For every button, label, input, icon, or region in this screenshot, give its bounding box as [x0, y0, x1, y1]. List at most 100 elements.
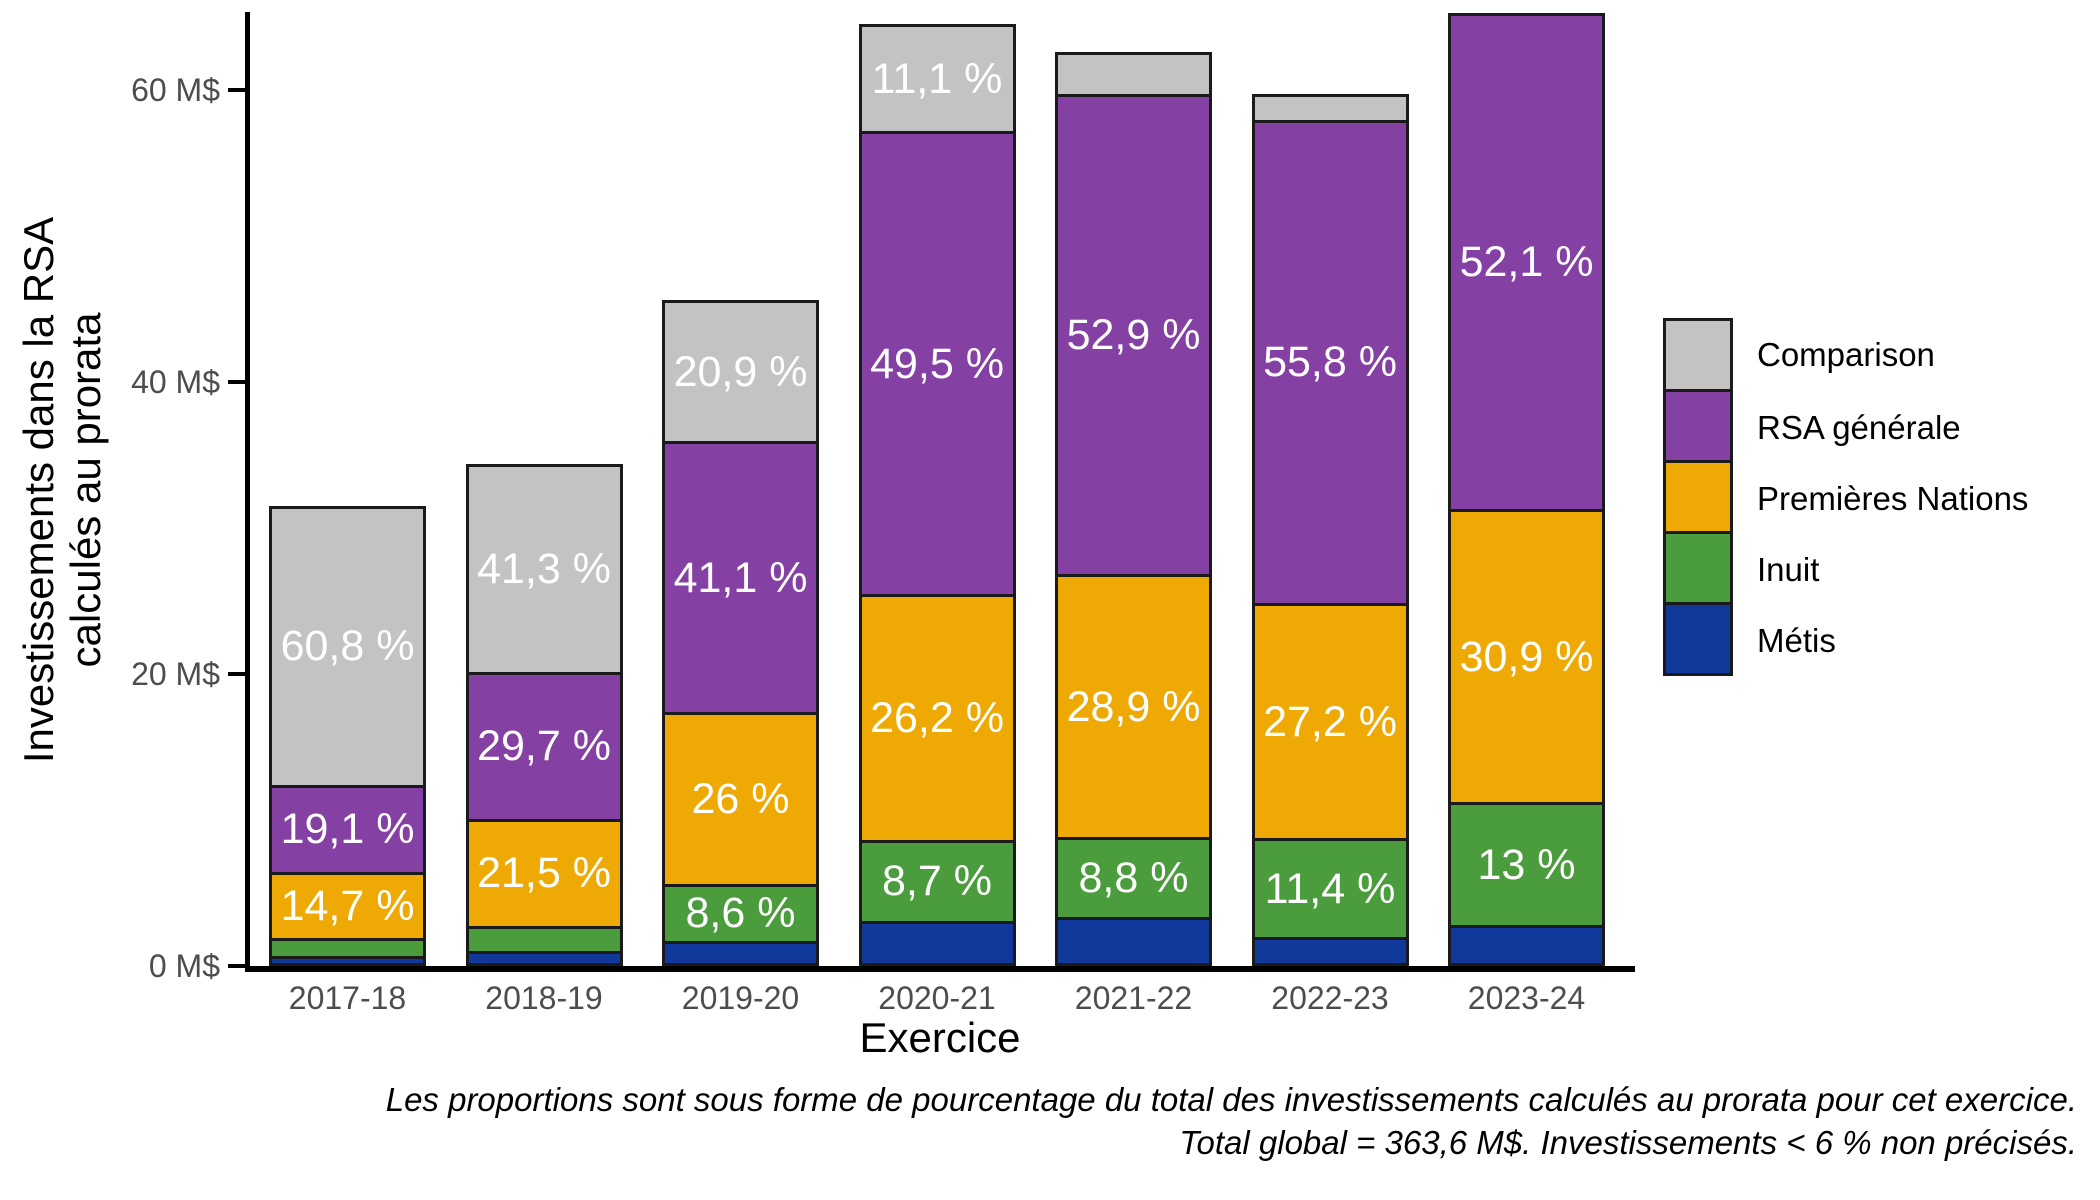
bar-segment-2017-18-Inuit [272, 938, 423, 957]
caption-line1: Les proportions sont sous forme de pourc… [385, 1081, 2077, 1118]
bar-segment-2020-21-Métis [861, 920, 1013, 963]
segment-percent-label: 20,9 % [673, 347, 808, 396]
segment-percent-label: 27,2 % [1263, 697, 1397, 746]
bar-2017-18: 60,8 % 19,1 % 14,7 % [269, 505, 426, 966]
bar-segment-2022-23-Inuit: 11,4 % [1254, 838, 1406, 938]
bar-segment-2021-22-Métis [1058, 916, 1209, 963]
legend-swatch-Premières Nations [1663, 460, 1733, 534]
bar-segment-2018-19-RSA générale: 29,7 % [468, 671, 620, 820]
x-tick-label-2021-22: 2021-22 [1074, 980, 1193, 1016]
legend-swatch-Inuit [1663, 531, 1733, 605]
segment-percent-label: 8,8 % [1078, 853, 1189, 902]
segment-percent-label: 49,5 % [870, 339, 1004, 388]
y-tick-mark-20 [228, 672, 245, 676]
legend-item-RSA générale: RSA générale [1663, 389, 2028, 463]
bar-segment-2018-19-Métis [468, 950, 620, 963]
legend-swatch-Comparison [1663, 318, 1733, 392]
bar-segment-2021-22-Premières Nations: 28,9 % [1058, 574, 1209, 837]
legend: Comparison RSA générale Premières Nations I… [1663, 318, 2028, 676]
bar-segment-2020-21-Comparison: 11,1 % [861, 27, 1013, 132]
bar-segment-2023-24-RSA générale: 52,1 % [1451, 15, 1602, 510]
x-tick-label-2020-21: 2020-21 [878, 980, 996, 1016]
bar-2019-20: 20,9 % 41,1 % 26 % 8,6 % [662, 300, 819, 966]
segment-percent-label: 8,6 % [685, 889, 796, 938]
y-tick-label-0: 0 M$ [148, 948, 220, 984]
x-tick-label-2022-23: 2022-23 [1271, 980, 1389, 1016]
bar-segment-2023-24-Métis [1451, 925, 1602, 963]
legend-item-Premières Nations: Premières Nations [1663, 460, 2029, 534]
caption-line2: Total global = 363,6 M$. Investissements… [1179, 1124, 2077, 1161]
segment-percent-label: 41,3 % [477, 544, 611, 593]
y-axis-line [245, 12, 250, 972]
legend-swatch-RSA générale [1663, 389, 1733, 463]
bar-segment-2017-18-Premières Nations: 14,7 % [272, 871, 423, 939]
bar-segment-2017-18-Métis [272, 956, 423, 963]
bar-segment-2019-20-Inuit: 8,6 % [665, 883, 816, 941]
bar-segment-2020-21-Inuit: 8,7 % [861, 839, 1013, 921]
bar-2021-22: 52,9 % 28,9 % 8,8 % [1055, 52, 1212, 966]
legend-label-Comparison: Comparison [1757, 336, 1935, 373]
segment-percent-label: 26 % [691, 775, 790, 824]
legend-item-Comparison: Comparison [1663, 318, 2028, 392]
bar-segment-2018-19-Premières Nations: 21,5 % [468, 819, 620, 926]
bar-segment-2018-19-Comparison: 41,3 % [468, 466, 620, 672]
legend-item-Inuit: Inuit [1663, 531, 2028, 605]
y-tick-mark-40 [228, 380, 245, 384]
bar-segment-2020-21-Premières Nations: 26,2 % [861, 594, 1013, 840]
legend-label-Inuit: Inuit [1757, 550, 1820, 588]
segment-percent-label: 26,2 % [870, 693, 1004, 742]
bar-segment-2018-19-Inuit [468, 925, 620, 951]
bar-segment-2019-20-Premières Nations: 26 % [665, 712, 816, 884]
bar-segment-2019-20-Comparison: 20,9 % [665, 303, 816, 442]
segment-percent-label: 30,9 % [1459, 632, 1594, 681]
y-tick-label-40: 40 M$ [131, 364, 220, 400]
legend-swatch-Métis [1663, 602, 1733, 676]
legend-label-RSA générale: RSA générale [1757, 408, 1961, 446]
x-tick-label-2019-20: 2019-20 [681, 980, 800, 1016]
bar-segment-2019-20-Métis [665, 940, 816, 963]
segment-percent-label: 52,1 % [1459, 237, 1594, 286]
bar-segment-2022-23-Comparison [1254, 97, 1406, 120]
bar-segment-2020-21-RSA générale: 49,5 % [861, 131, 1013, 595]
x-axis-title: Exercice [859, 1014, 1021, 1061]
y-axis-title: Investissements dans la RSA calculés au … [15, 0, 111, 990]
segment-percent-label: 60,8 % [280, 622, 415, 671]
x-tick-label-2017-18: 2017-18 [288, 980, 407, 1016]
segment-percent-label: 21,5 % [477, 849, 611, 898]
bar-segment-2022-23-RSA générale: 55,8 % [1254, 119, 1406, 603]
bar-2023-24: 52,1 % 30,9 % 13 % [1448, 12, 1605, 966]
segment-percent-label: 52,9 % [1066, 311, 1201, 360]
bar-2020-21: 11,1 % 49,5 % 26,2 % 8,7 % [858, 24, 1016, 966]
segment-percent-label: 14,7 % [280, 881, 415, 930]
legend-label-Premières Nations: Premières Nations [1757, 479, 2029, 517]
bar-segment-2023-24-Inuit: 13 % [1451, 801, 1602, 926]
caption: Les proportions sont sous forme de pourc… [127, 1078, 2077, 1164]
bar-segment-2021-22-Inuit: 8,8 % [1058, 836, 1209, 917]
bar-segment-2019-20-RSA générale: 41,1 % [665, 441, 816, 713]
segment-percent-label: 11,4 % [1264, 864, 1396, 913]
y-tick-label-60: 60 M$ [131, 72, 220, 108]
bar-segment-2022-23-Premières Nations: 27,2 % [1254, 602, 1406, 839]
segment-percent-label: 19,1 % [280, 805, 415, 854]
bar-segment-2021-22-Comparison [1058, 55, 1209, 95]
segment-percent-label: 28,9 % [1066, 682, 1201, 731]
x-tick-label-2018-19: 2018-19 [485, 980, 603, 1016]
bar-segment-2022-23-Métis [1254, 937, 1406, 963]
y-tick-label-20: 20 M$ [131, 656, 220, 692]
bar-segment-2021-22-RSA générale: 52,9 % [1058, 94, 1209, 575]
bar-segment-2017-18-Comparison: 60,8 % [272, 508, 423, 785]
segment-percent-label: 41,1 % [673, 553, 808, 602]
y-tick-mark-60 [228, 88, 245, 92]
segment-percent-label: 55,8 % [1263, 338, 1397, 387]
x-axis-line [245, 966, 1635, 972]
segment-percent-label: 11,1 % [871, 54, 1003, 103]
bar-2022-23: 55,8 % 27,2 % 11,4 % [1251, 94, 1409, 966]
x-tick-label-2023-24: 2023-24 [1467, 980, 1586, 1016]
bar-segment-2023-24-Premières Nations: 30,9 % [1451, 509, 1602, 802]
segment-percent-label: 29,7 % [477, 722, 611, 771]
segment-percent-label: 13 % [1477, 840, 1576, 889]
y-tick-mark-0 [228, 964, 245, 968]
bar-segment-2017-18-RSA générale: 19,1 % [272, 784, 423, 872]
legend-label-Métis: Métis [1757, 621, 1836, 659]
